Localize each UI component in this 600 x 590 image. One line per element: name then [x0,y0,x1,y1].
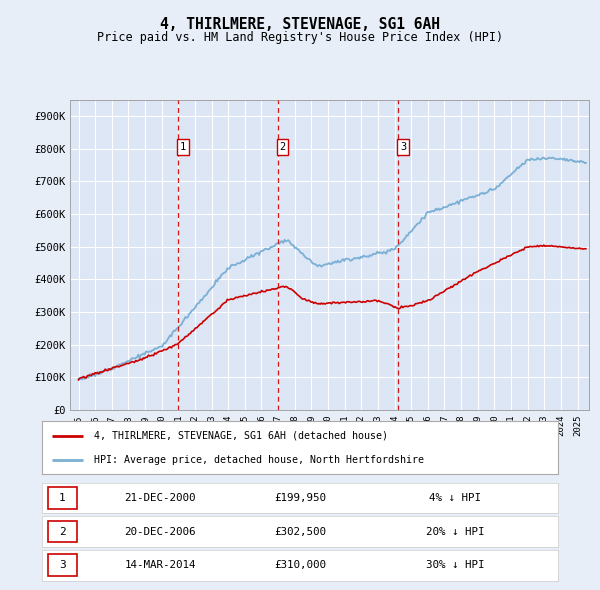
Text: 3: 3 [59,560,66,570]
Text: 20% ↓ HPI: 20% ↓ HPI [425,527,484,536]
Bar [48,555,77,576]
Text: 4, THIRLMERE, STEVENAGE, SG1 6AH (detached house): 4, THIRLMERE, STEVENAGE, SG1 6AH (detach… [94,431,388,441]
Text: 4% ↓ HPI: 4% ↓ HPI [429,493,481,503]
Text: 1: 1 [59,493,66,503]
Text: HPI: Average price, detached house, North Hertfordshire: HPI: Average price, detached house, Nort… [94,455,424,465]
Text: £199,950: £199,950 [274,493,326,503]
Text: 3: 3 [400,142,406,152]
Text: 30% ↓ HPI: 30% ↓ HPI [425,560,484,570]
Text: 14-MAR-2014: 14-MAR-2014 [125,560,196,570]
Text: 4, THIRLMERE, STEVENAGE, SG1 6AH: 4, THIRLMERE, STEVENAGE, SG1 6AH [160,17,440,31]
Text: £302,500: £302,500 [274,527,326,536]
Text: £310,000: £310,000 [274,560,326,570]
Text: Price paid vs. HM Land Registry's House Price Index (HPI): Price paid vs. HM Land Registry's House … [97,31,503,44]
Text: 2: 2 [59,527,66,536]
Text: 21-DEC-2000: 21-DEC-2000 [125,493,196,503]
Text: 2: 2 [280,142,286,152]
Bar [48,487,77,509]
Text: 1: 1 [180,142,186,152]
Text: 20-DEC-2006: 20-DEC-2006 [125,527,196,536]
Bar [48,521,77,542]
